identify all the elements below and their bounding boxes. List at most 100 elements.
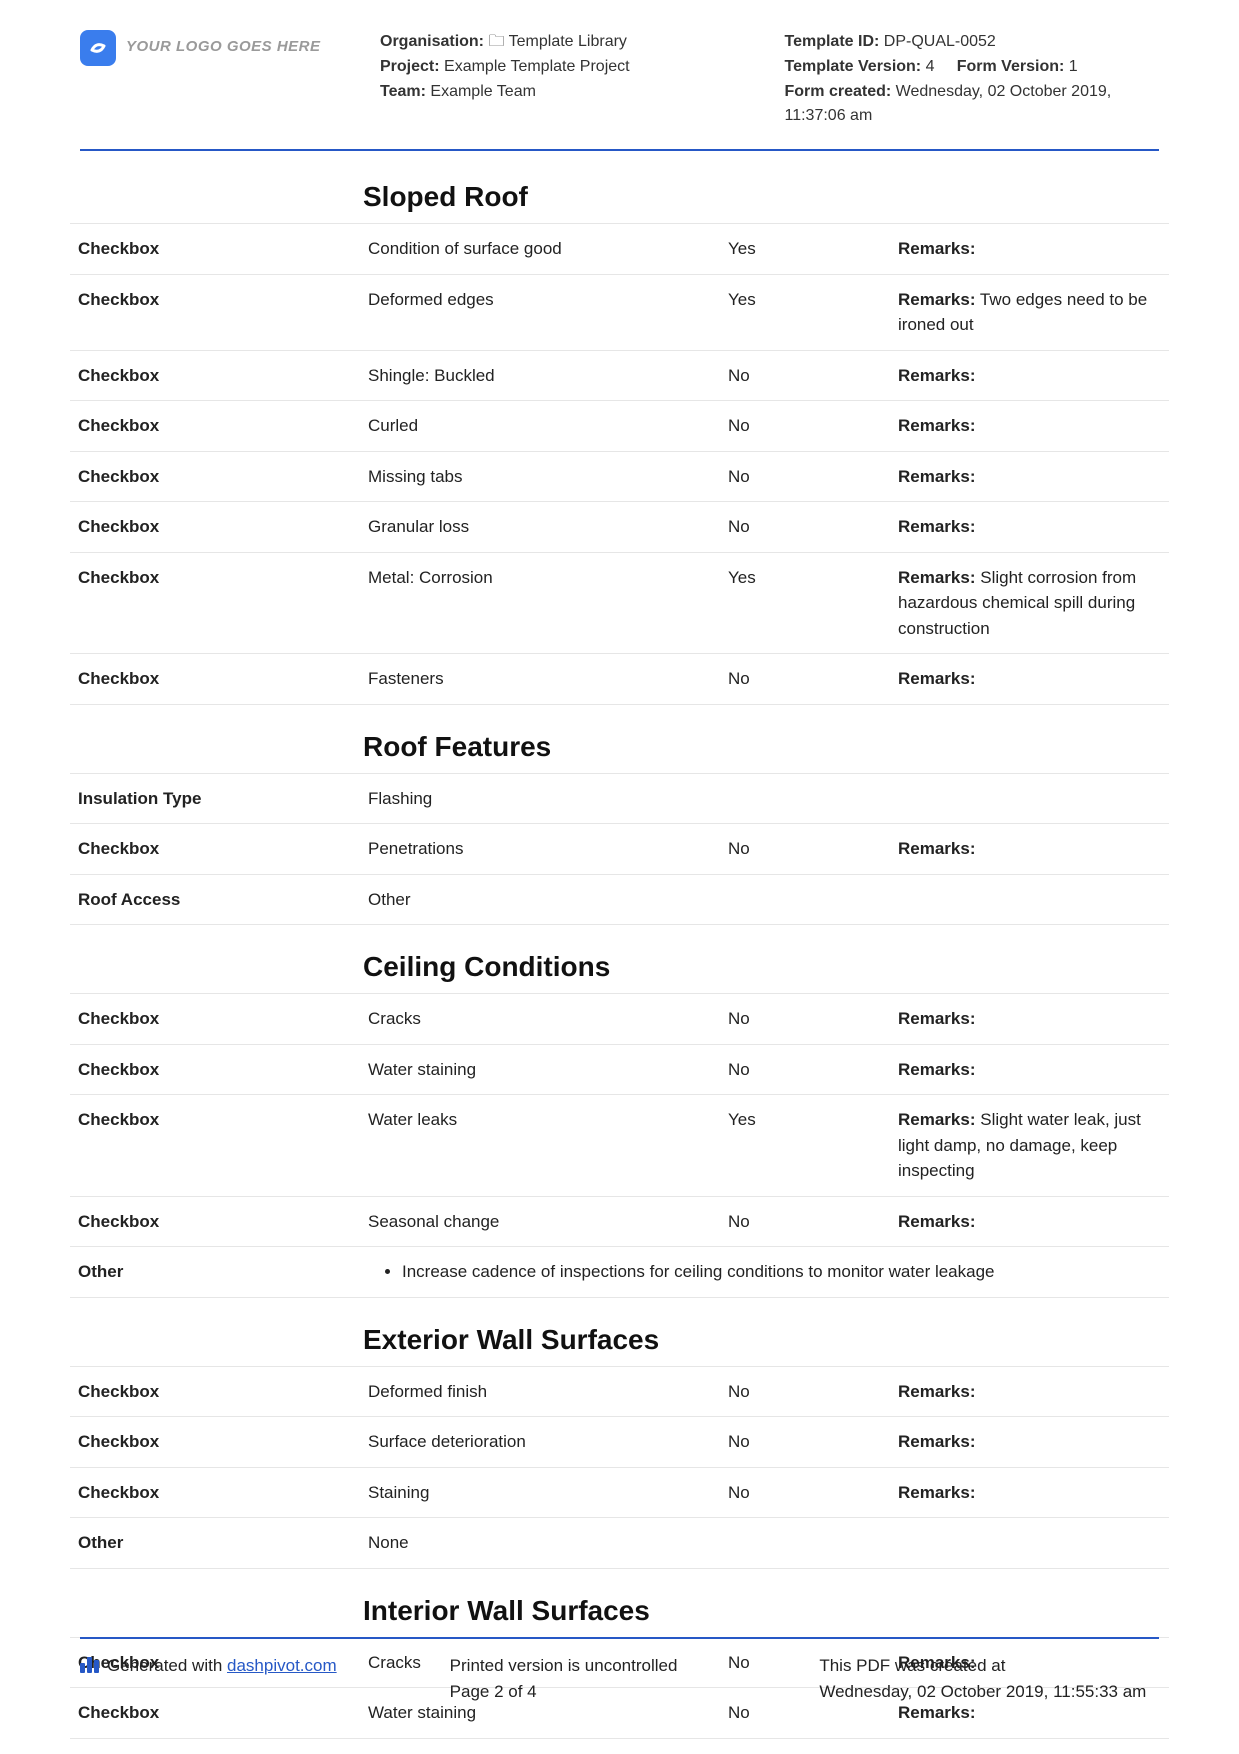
table-row: Roof AccessOther — [70, 874, 1169, 925]
row-remarks-cell: Remarks: — [890, 350, 1169, 401]
form-created-label: Form created: — [785, 83, 892, 100]
header-rule — [80, 149, 1159, 151]
generated-prefix: Generated with — [107, 1656, 227, 1675]
template-version-label: Template Version: — [785, 58, 922, 75]
footer-center: Printed version is uncontrolled Page 2 o… — [450, 1653, 790, 1704]
page-number: Page 2 of 4 — [450, 1679, 790, 1705]
row-remarks-cell: Remarks: Two edges need to be ironed out — [890, 274, 1169, 350]
remarks-label: Remarks: — [898, 366, 976, 385]
org-icon: 🗀 — [488, 33, 504, 50]
created-value: Wednesday, 02 October 2019, 11:55:33 am — [819, 1679, 1159, 1705]
table-row: CheckboxMissing tabsNoRemarks: — [70, 451, 1169, 502]
row-desc: Deformed edges — [360, 274, 720, 350]
header-meta-right: Template ID: DP-QUAL-0052 Template Versi… — [785, 30, 1160, 129]
row-remarks-cell — [890, 874, 1169, 925]
row-value: No — [720, 401, 890, 452]
row-value: No — [720, 1196, 890, 1247]
row-bullet-cell: Increase cadence of inspections for ceil… — [360, 1247, 1169, 1298]
created-prefix: This PDF was created at — [819, 1653, 1159, 1679]
row-desc: Flashing — [360, 773, 720, 824]
row-label: Checkbox — [70, 224, 360, 275]
row-remarks-cell: Remarks: — [890, 1467, 1169, 1518]
section-table: CheckboxCracksNoRemarks:CheckboxWater st… — [70, 993, 1169, 1298]
remarks-label: Remarks: — [898, 1483, 976, 1502]
row-remarks-cell — [890, 773, 1169, 824]
row-desc: Cracks — [360, 994, 720, 1045]
row-label: Checkbox — [70, 552, 360, 654]
table-row: CheckboxPenetrationsNoRemarks: — [70, 824, 1169, 875]
row-label: Roof Access — [70, 874, 360, 925]
uncontrolled-text: Printed version is uncontrolled — [450, 1653, 790, 1679]
row-desc: Fasteners — [360, 654, 720, 705]
row-value: No — [720, 1044, 890, 1095]
footer: Generated with dashpivot.com Printed ver… — [80, 1637, 1159, 1704]
remarks-label: Remarks: — [898, 1009, 976, 1028]
row-label: Checkbox — [70, 274, 360, 350]
row-remarks-cell: Remarks: — [890, 824, 1169, 875]
row-desc: Metal: Corrosion — [360, 552, 720, 654]
row-label: Checkbox — [70, 1095, 360, 1197]
row-remarks-cell: Remarks: — [890, 1366, 1169, 1417]
logo-placeholder-text: YOUR LOGO GOES HERE — [126, 38, 321, 55]
table-row: CheckboxDeformed edgesYesRemarks: Two ed… — [70, 274, 1169, 350]
org-label: Organisation: — [380, 33, 484, 50]
template-id: DP-QUAL-0052 — [884, 33, 996, 50]
row-value: No — [720, 994, 890, 1045]
row-label: Checkbox — [70, 1196, 360, 1247]
remarks-label: Remarks: — [898, 1212, 976, 1231]
template-version: 4 — [926, 58, 935, 75]
row-remarks-cell: Remarks: Slight corrosion from hazardous… — [890, 552, 1169, 654]
row-desc: Staining — [360, 1467, 720, 1518]
row-remarks-cell: Remarks: — [890, 502, 1169, 553]
row-label: Checkbox — [70, 654, 360, 705]
generated-link[interactable]: dashpivot.com — [227, 1656, 337, 1675]
row-value — [720, 773, 890, 824]
row-label: Checkbox — [70, 502, 360, 553]
row-value: No — [720, 502, 890, 553]
row-desc: Surface deterioration — [360, 1417, 720, 1468]
project-value: Example Template Project — [444, 58, 630, 75]
template-id-label: Template ID: — [785, 33, 880, 50]
row-label: Insulation Type — [70, 773, 360, 824]
table-row: CheckboxSurface deteriorationNoRemarks: — [70, 1417, 1169, 1468]
table-row: CheckboxMetal: CorrosionYesRemarks: Slig… — [70, 552, 1169, 654]
row-remarks-cell: Remarks: — [890, 451, 1169, 502]
remarks-label: Remarks: — [898, 669, 976, 688]
row-label: Checkbox — [70, 350, 360, 401]
row-value: Yes — [720, 274, 890, 350]
remarks-label: Remarks: — [898, 1110, 976, 1129]
row-desc: None — [360, 1518, 720, 1569]
team-value: Example Team — [430, 83, 536, 100]
row-label: Checkbox — [70, 824, 360, 875]
row-remarks-cell: Remarks: — [890, 1417, 1169, 1468]
page: YOUR LOGO GOES HERE Organisation: 🗀 Temp… — [0, 0, 1239, 1754]
org-value: Template Library — [509, 33, 627, 50]
row-desc: Water leaks — [360, 1095, 720, 1197]
row-value: No — [720, 451, 890, 502]
logo-block: YOUR LOGO GOES HERE — [80, 30, 350, 129]
table-row: CheckboxGranular lossNoRemarks: — [70, 502, 1169, 553]
table-row: CheckboxCracksNoRemarks: — [70, 994, 1169, 1045]
row-value: No — [720, 350, 890, 401]
section-table: CheckboxDeformed finishNoRemarks:Checkbo… — [70, 1366, 1169, 1569]
section-table: Insulation TypeFlashingCheckboxPenetrati… — [70, 773, 1169, 926]
remarks-label: Remarks: — [898, 568, 976, 587]
row-desc: Missing tabs — [360, 451, 720, 502]
row-remarks-cell — [890, 1518, 1169, 1569]
row-desc: Penetrations — [360, 824, 720, 875]
remarks-label: Remarks: — [898, 1432, 976, 1451]
footer-right: This PDF was created at Wednesday, 02 Oc… — [819, 1653, 1159, 1704]
row-label: Other — [70, 1518, 360, 1569]
remarks-label: Remarks: — [898, 467, 976, 486]
bar-chart-icon — [80, 1655, 99, 1673]
form-version-label: Form Version: — [957, 58, 1065, 75]
header: YOUR LOGO GOES HERE Organisation: 🗀 Temp… — [80, 30, 1159, 149]
remarks-label: Remarks: — [898, 517, 976, 536]
section-title: Roof Features — [80, 731, 1159, 763]
remarks-label: Remarks: — [898, 239, 976, 258]
table-row: CheckboxStainingNoRemarks: — [70, 1467, 1169, 1518]
row-label: Checkbox — [70, 1044, 360, 1095]
content: Sloped RoofCheckboxCondition of surface … — [80, 181, 1159, 1739]
row-remarks-cell: Remarks: — [890, 654, 1169, 705]
remarks-label: Remarks: — [898, 1703, 976, 1722]
